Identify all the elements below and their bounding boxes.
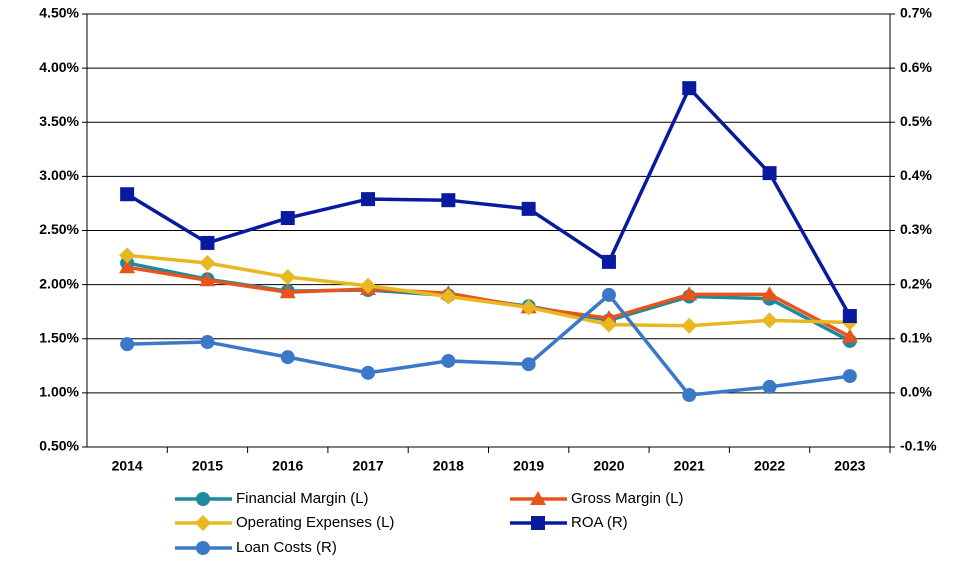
marker	[531, 516, 545, 530]
y2-tick-label: 0.6%	[900, 59, 932, 75]
x-tick-label: 2014	[112, 458, 143, 474]
marker	[601, 254, 616, 269]
marker	[279, 284, 296, 299]
marker	[441, 353, 456, 368]
marker	[761, 312, 778, 329]
marker	[119, 259, 136, 274]
marker	[761, 286, 778, 301]
marker	[521, 201, 536, 216]
y2-tick-label: 0.2%	[900, 275, 932, 291]
marker	[600, 316, 617, 333]
y2-tick-label: 0.1%	[900, 329, 932, 345]
y2-tick-label: 0.3%	[900, 221, 932, 237]
y-tick-label: 4.00%	[39, 59, 79, 75]
y-tick-label: 4.50%	[39, 5, 79, 21]
y-tick-label: 1.50%	[39, 329, 79, 345]
marker	[361, 192, 376, 207]
marker	[520, 299, 537, 316]
marker	[762, 379, 777, 394]
y-tick-label: 3.50%	[39, 113, 79, 129]
x-tick-label: 2016	[272, 458, 303, 474]
y-tick-label: 1.00%	[39, 384, 79, 400]
legend-label: Loan Costs (R)	[236, 539, 337, 556]
marker	[280, 211, 295, 226]
marker	[196, 541, 210, 555]
marker	[120, 187, 135, 202]
marker	[521, 357, 536, 372]
marker	[842, 369, 857, 384]
series-line	[127, 292, 851, 397]
marker	[120, 337, 135, 352]
y-tick-label: 0.50%	[39, 438, 79, 454]
marker	[681, 317, 698, 334]
y2-tick-label: 0.5%	[900, 113, 932, 129]
x-tick-label: 2022	[754, 458, 785, 474]
legend-label: Gross Margin (L)	[571, 490, 684, 507]
x-tick-label: 2020	[593, 458, 624, 474]
marker	[762, 166, 777, 181]
x-tick-label: 2019	[513, 458, 544, 474]
y2-tick-label: 0.7%	[900, 5, 932, 21]
marker	[196, 492, 210, 506]
y2-tick-label: -0.1%	[900, 438, 937, 454]
marker	[195, 515, 211, 531]
marker	[842, 309, 857, 324]
y2-tick-label: 0.4%	[900, 167, 932, 183]
y-tick-label: 2.00%	[39, 275, 79, 291]
x-tick-label: 2023	[834, 458, 865, 474]
y-tick-label: 2.50%	[39, 221, 79, 237]
y-tick-label: 3.00%	[39, 167, 79, 183]
marker	[530, 491, 546, 505]
marker	[119, 247, 136, 264]
marker	[199, 272, 216, 287]
marker	[360, 277, 377, 294]
series-line	[126, 253, 850, 328]
marker	[361, 365, 376, 380]
marker	[280, 350, 295, 365]
marker	[440, 288, 457, 305]
marker	[682, 81, 697, 96]
marker	[841, 328, 858, 343]
marker	[279, 269, 296, 286]
marker	[200, 334, 215, 349]
marker	[682, 388, 697, 403]
legend-label: ROA (R)	[571, 514, 628, 531]
marker	[601, 287, 616, 302]
marker	[199, 254, 216, 271]
x-tick-label: 2017	[352, 458, 383, 474]
marker	[681, 286, 698, 301]
series-line	[126, 85, 852, 317]
x-tick-label: 2021	[674, 458, 705, 474]
y2-tick-label: 0.0%	[900, 384, 932, 400]
marker	[441, 193, 456, 208]
legend-label: Operating Expenses (L)	[236, 514, 394, 531]
marker	[200, 235, 215, 250]
legend-label: Financial Margin (L)	[236, 490, 369, 507]
x-tick-label: 2015	[192, 458, 223, 474]
x-tick-label: 2018	[433, 458, 464, 474]
